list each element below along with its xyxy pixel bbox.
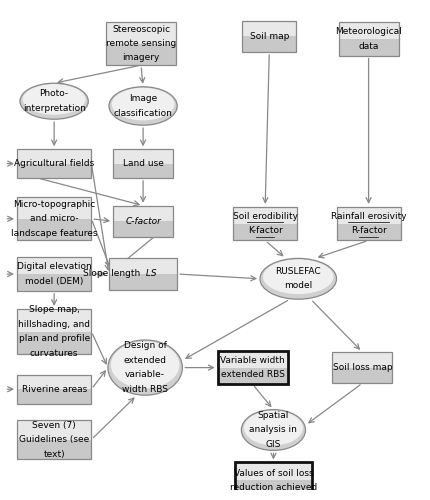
FancyBboxPatch shape xyxy=(17,332,91,354)
Text: width RBS: width RBS xyxy=(122,384,168,394)
Text: K-factor: K-factor xyxy=(247,226,282,235)
FancyBboxPatch shape xyxy=(17,440,91,459)
FancyBboxPatch shape xyxy=(233,207,297,224)
Text: landscape features: landscape features xyxy=(11,228,97,237)
FancyBboxPatch shape xyxy=(17,420,91,440)
FancyBboxPatch shape xyxy=(17,309,91,332)
FancyBboxPatch shape xyxy=(217,351,287,368)
Text: analysis in: analysis in xyxy=(249,426,297,434)
Text: remote sensing: remote sensing xyxy=(106,39,176,48)
FancyBboxPatch shape xyxy=(17,274,91,291)
Text: imagery: imagery xyxy=(122,54,160,62)
Text: hillshading, and: hillshading, and xyxy=(18,320,90,329)
FancyBboxPatch shape xyxy=(17,164,91,178)
Text: Guidelines (see: Guidelines (see xyxy=(19,435,89,444)
Text: Agricultural fields: Agricultural fields xyxy=(14,159,94,168)
FancyBboxPatch shape xyxy=(109,258,177,274)
FancyBboxPatch shape xyxy=(113,206,173,221)
Text: Slope length: Slope length xyxy=(83,270,143,278)
Text: extended: extended xyxy=(123,356,166,365)
Ellipse shape xyxy=(23,84,85,114)
FancyBboxPatch shape xyxy=(338,39,398,56)
FancyBboxPatch shape xyxy=(336,207,400,224)
Text: C-factor: C-factor xyxy=(125,216,161,226)
Text: extended RBS: extended RBS xyxy=(220,370,284,380)
Text: Digital elevation: Digital elevation xyxy=(17,262,91,272)
FancyBboxPatch shape xyxy=(113,164,173,178)
FancyBboxPatch shape xyxy=(113,221,173,237)
Text: model (DEM): model (DEM) xyxy=(25,276,83,285)
FancyBboxPatch shape xyxy=(338,22,398,39)
Text: and micro-: and micro- xyxy=(30,214,78,224)
FancyBboxPatch shape xyxy=(233,224,297,240)
FancyBboxPatch shape xyxy=(235,480,311,498)
FancyBboxPatch shape xyxy=(242,21,295,36)
Ellipse shape xyxy=(259,258,336,299)
Text: model: model xyxy=(283,282,312,290)
Text: Slope map,: Slope map, xyxy=(29,306,80,314)
Text: plan and profile: plan and profile xyxy=(18,334,89,344)
FancyBboxPatch shape xyxy=(217,368,287,384)
FancyBboxPatch shape xyxy=(17,149,91,164)
Text: Variable width: Variable width xyxy=(220,356,285,365)
Text: Meteorological: Meteorological xyxy=(335,27,401,36)
Text: classification: classification xyxy=(114,108,172,118)
Text: curvatures: curvatures xyxy=(30,348,78,358)
Text: Spatial: Spatial xyxy=(257,411,289,420)
Text: R-factor: R-factor xyxy=(350,226,386,235)
FancyBboxPatch shape xyxy=(242,36,295,52)
Text: Land use: Land use xyxy=(123,159,163,168)
Text: Image: Image xyxy=(129,94,157,104)
Ellipse shape xyxy=(111,342,179,388)
Text: text): text) xyxy=(43,450,65,458)
Ellipse shape xyxy=(111,88,174,120)
FancyBboxPatch shape xyxy=(336,224,400,240)
FancyBboxPatch shape xyxy=(17,389,91,404)
Ellipse shape xyxy=(243,410,302,446)
Text: RUSLEFAC: RUSLEFAC xyxy=(275,267,320,276)
Text: reduction achieved: reduction achieved xyxy=(229,483,316,492)
FancyBboxPatch shape xyxy=(332,352,391,368)
FancyBboxPatch shape xyxy=(235,462,311,480)
Text: Photo-: Photo- xyxy=(40,90,68,98)
FancyBboxPatch shape xyxy=(113,149,173,164)
FancyBboxPatch shape xyxy=(106,44,176,65)
FancyBboxPatch shape xyxy=(109,274,177,289)
FancyBboxPatch shape xyxy=(332,368,391,383)
Text: Riverine areas: Riverine areas xyxy=(22,384,86,394)
FancyBboxPatch shape xyxy=(17,257,91,274)
Text: interpretation: interpretation xyxy=(23,104,86,113)
FancyBboxPatch shape xyxy=(17,197,91,219)
Text: Stereoscopic: Stereoscopic xyxy=(112,24,170,34)
Ellipse shape xyxy=(108,340,182,395)
Ellipse shape xyxy=(109,87,177,125)
FancyBboxPatch shape xyxy=(17,219,91,240)
Text: Soil map: Soil map xyxy=(249,32,288,41)
Ellipse shape xyxy=(20,83,88,119)
Ellipse shape xyxy=(241,410,305,451)
Text: Values of soil loss: Values of soil loss xyxy=(233,468,313,477)
Text: data: data xyxy=(358,42,378,50)
Text: Design of: Design of xyxy=(123,342,166,350)
Text: Seven (7): Seven (7) xyxy=(32,420,76,430)
Text: Micro-topographic: Micro-topographic xyxy=(13,200,95,209)
Text: GIS: GIS xyxy=(265,440,280,449)
Text: Soil erodibility: Soil erodibility xyxy=(232,212,297,221)
Ellipse shape xyxy=(262,260,333,294)
Text: Soil loss map: Soil loss map xyxy=(332,363,391,372)
Text: Rainfall erosivity: Rainfall erosivity xyxy=(330,212,405,221)
FancyBboxPatch shape xyxy=(17,375,91,389)
FancyBboxPatch shape xyxy=(106,22,176,44)
Text: variable-: variable- xyxy=(125,370,165,380)
Text: LS: LS xyxy=(143,270,157,278)
